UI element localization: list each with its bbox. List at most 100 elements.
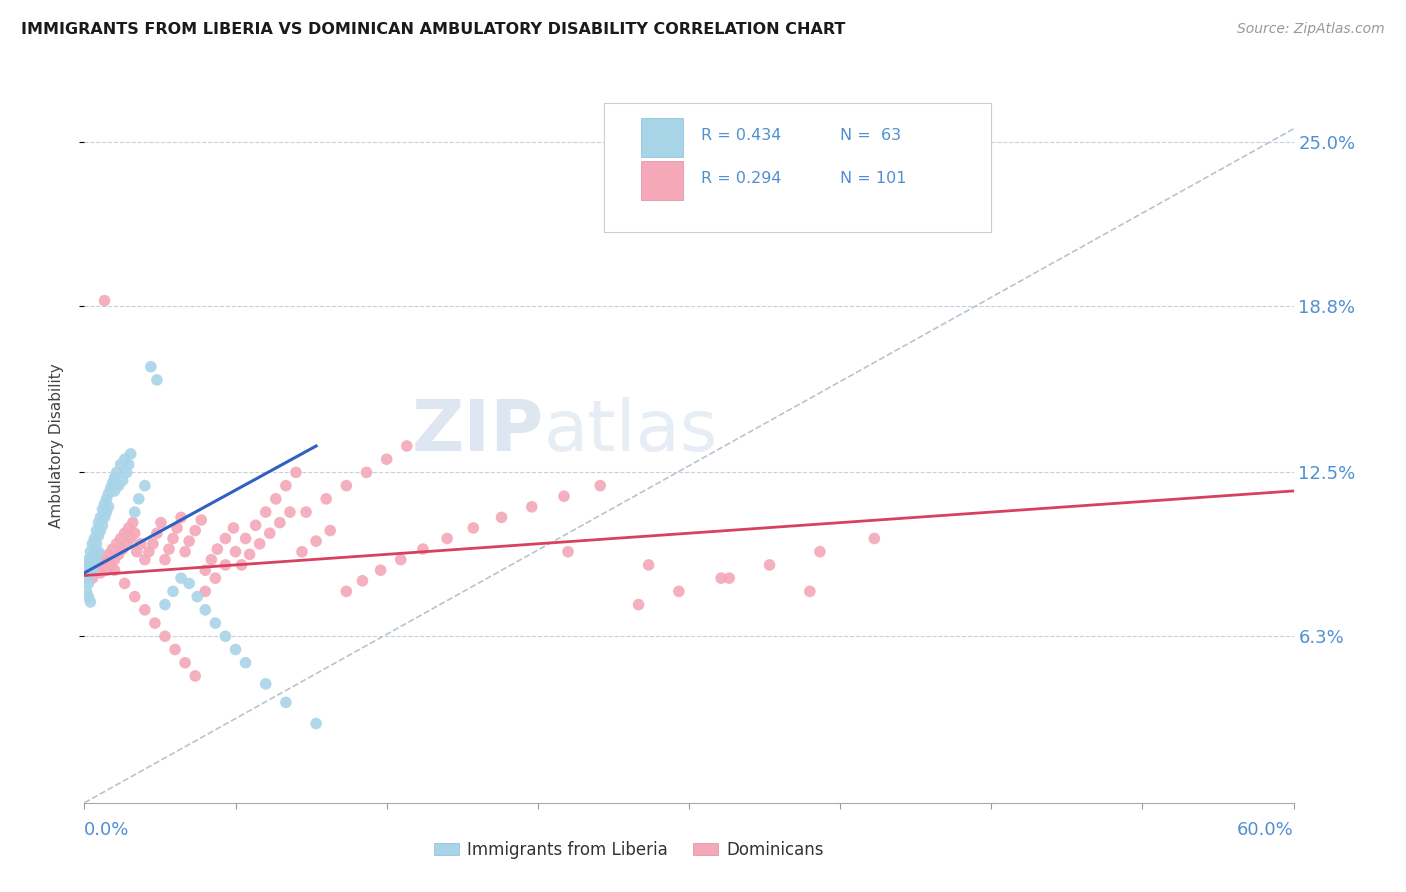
Bar <box>641 118 683 157</box>
Point <box>110 458 132 472</box>
Text: R = 0.434: R = 0.434 <box>702 128 782 143</box>
Point <box>245 518 267 533</box>
Point <box>269 516 291 530</box>
Point <box>138 545 160 559</box>
Point <box>96 505 118 519</box>
Point <box>82 571 104 585</box>
Point <box>104 552 127 566</box>
Point <box>668 584 690 599</box>
Point <box>589 478 612 492</box>
Point <box>134 552 156 566</box>
Point <box>295 505 318 519</box>
Point <box>207 542 229 557</box>
Point <box>83 532 105 546</box>
Point <box>105 537 128 551</box>
Point <box>86 537 108 551</box>
Point <box>83 555 105 569</box>
Point <box>91 502 114 516</box>
Point <box>105 466 128 480</box>
Point <box>274 695 297 709</box>
Point <box>79 545 101 559</box>
Point <box>104 483 127 498</box>
Point <box>370 563 392 577</box>
Point <box>107 478 129 492</box>
Point <box>184 524 207 538</box>
Point <box>97 500 120 514</box>
Point <box>153 598 176 612</box>
Point <box>389 552 412 566</box>
Point <box>166 521 188 535</box>
Point <box>808 545 831 559</box>
Point <box>157 542 180 557</box>
Point <box>165 642 187 657</box>
Point <box>274 478 297 492</box>
Point <box>235 656 257 670</box>
Text: 60.0%: 60.0% <box>1237 821 1294 838</box>
Point <box>436 532 458 546</box>
Point <box>170 510 193 524</box>
Point <box>174 545 197 559</box>
Bar <box>641 161 683 200</box>
Point <box>863 532 886 546</box>
Point <box>143 616 166 631</box>
Y-axis label: Ambulatory Disability: Ambulatory Disability <box>49 364 63 528</box>
Text: ZIP: ZIP <box>412 397 544 467</box>
Point <box>86 560 108 574</box>
Text: atlas: atlas <box>544 397 718 467</box>
Text: N =  63: N = 63 <box>841 128 901 143</box>
Point <box>184 669 207 683</box>
Point <box>77 552 100 566</box>
Point <box>315 491 337 506</box>
Point <box>637 558 659 572</box>
Point <box>114 526 136 541</box>
Point <box>214 532 236 546</box>
Point <box>91 555 114 569</box>
Point <box>115 466 138 480</box>
Point <box>395 439 418 453</box>
Point <box>86 524 108 538</box>
FancyBboxPatch shape <box>605 103 991 232</box>
Point <box>264 491 287 506</box>
Point <box>799 584 821 599</box>
Point <box>710 571 733 585</box>
Point <box>100 558 122 572</box>
Point <box>128 491 150 506</box>
Point <box>89 566 111 580</box>
Point <box>124 590 146 604</box>
Point <box>82 563 104 577</box>
Point <box>259 526 281 541</box>
Point <box>335 584 357 599</box>
Point <box>129 537 152 551</box>
Point <box>110 532 132 546</box>
Point <box>104 471 127 485</box>
Point <box>553 489 575 503</box>
Point <box>134 603 156 617</box>
Point <box>82 549 104 564</box>
Point <box>101 475 124 490</box>
Text: N = 101: N = 101 <box>841 171 907 186</box>
Point <box>249 537 271 551</box>
Point <box>97 547 120 561</box>
Point <box>356 466 378 480</box>
Point <box>75 584 97 599</box>
Point <box>235 532 257 546</box>
Point <box>179 534 201 549</box>
Point <box>204 571 226 585</box>
Point <box>96 491 118 506</box>
Point <box>174 656 197 670</box>
Point <box>93 552 115 566</box>
Point <box>97 486 120 500</box>
Point <box>75 558 97 572</box>
Point <box>120 447 142 461</box>
Point <box>186 590 208 604</box>
Point <box>118 521 141 535</box>
Point <box>278 505 301 519</box>
Point <box>125 545 148 559</box>
Point <box>319 524 342 538</box>
Point <box>111 542 134 557</box>
Point <box>194 563 217 577</box>
Point <box>204 616 226 631</box>
Point <box>77 576 100 591</box>
Point <box>83 542 105 557</box>
Point <box>100 481 122 495</box>
